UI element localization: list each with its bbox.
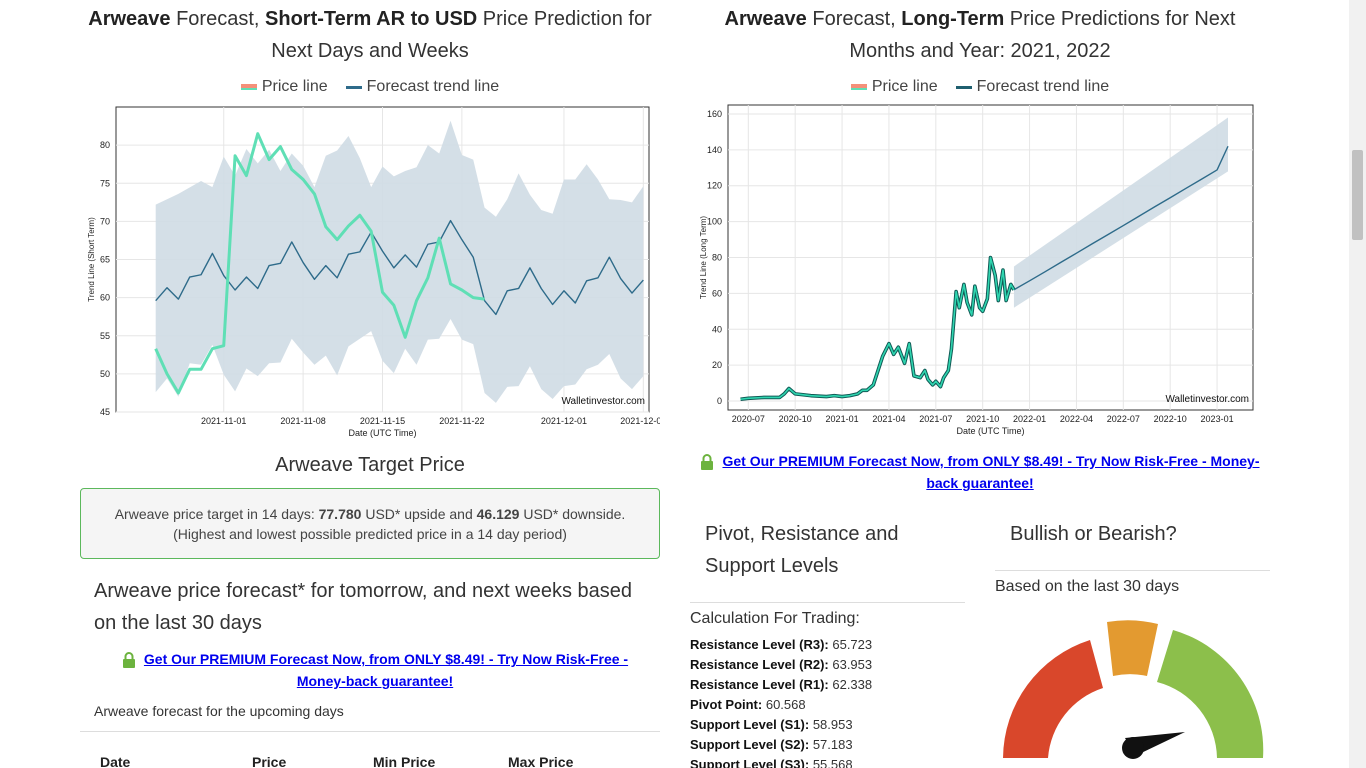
target-price-line: Arweave price target in 14 days: 77.780 … bbox=[114, 506, 626, 522]
upcoming-label: Arweave forecast for the upcoming days bbox=[94, 703, 344, 719]
x-tick-label: 2020-07 bbox=[732, 414, 765, 424]
short-term-title: Arweave Forecast, Short-Term AR to USD P… bbox=[88, 8, 652, 62]
gauge-neutral-segment bbox=[1107, 620, 1158, 676]
long-term-title: Arweave Forecast, Long-Term Price Predic… bbox=[724, 8, 1236, 62]
col-price: Price bbox=[252, 754, 287, 768]
pivot-divider bbox=[690, 602, 965, 603]
gauge-needle-hub bbox=[1122, 737, 1144, 759]
calc-label: Calculation For Trading: bbox=[690, 610, 860, 627]
x-tick-label: 2021-04 bbox=[872, 414, 905, 424]
gauge-bullish-segment bbox=[1157, 630, 1264, 758]
x-tick-label: 2023-01 bbox=[1201, 414, 1234, 424]
target-price-box: Arweave price target in 14 days: 77.780 … bbox=[80, 488, 660, 559]
long-term-chart: 0 20 40 60 80 100 120 140 160 2020-07 2020-10 2021-… bbox=[699, 104, 1254, 436]
premium-link-right[interactable]: Get Our PREMIUM Forecast Now, from ONLY … bbox=[690, 450, 1270, 494]
y-tick-label: 0 bbox=[717, 396, 722, 406]
x-tick-label: 2021-07 bbox=[919, 414, 952, 424]
target-upside: 77.780 bbox=[318, 506, 362, 522]
x-tick-label: 2022-01 bbox=[1013, 414, 1046, 424]
resistance-r1: Resistance Level (R1): 62.338 bbox=[690, 677, 873, 692]
support-s1: Support Level (S1): 58.953 bbox=[690, 717, 853, 732]
y-tick-label: 45 bbox=[100, 407, 110, 417]
forecast-trend-line bbox=[1013, 145, 1229, 291]
x-tick-label: 2021-10 bbox=[966, 414, 999, 424]
target-downside: 46.129 bbox=[476, 506, 520, 522]
x-axis-label: Date (UTC Time) bbox=[348, 428, 416, 438]
price-line bbox=[740, 256, 1015, 401]
y-tick-label: 140 bbox=[707, 145, 722, 155]
x-axis-label: Date (UTC Time) bbox=[956, 426, 1024, 436]
x-tick-label: 2021-11-15 bbox=[360, 416, 405, 426]
bull-divider bbox=[995, 570, 1270, 571]
x-tick-label: 2021-12-01 bbox=[541, 416, 587, 426]
y-tick-label: 40 bbox=[712, 324, 722, 334]
x-tick-label: 2022-04 bbox=[1060, 414, 1093, 424]
bull-bear-sub: Based on the last 30 days bbox=[995, 578, 1180, 595]
legend-forecast-line: Forecast trend line bbox=[955, 78, 1109, 96]
price-line bbox=[154, 132, 485, 395]
x-tick-label: 2021-11-22 bbox=[439, 416, 484, 426]
y-axis-label: Trend Line (Short Term) bbox=[87, 217, 96, 302]
forecast-confidence-band bbox=[1013, 117, 1228, 308]
x-tick-label: 2021-11-01 bbox=[201, 416, 246, 426]
premium-link-left[interactable]: Get Our PREMIUM Forecast Now, from ONLY … bbox=[110, 648, 640, 692]
legend-forecast-line: Forecast trend line bbox=[345, 78, 499, 96]
target-price-note: (Highest and lowest possible predicted p… bbox=[173, 526, 567, 542]
y-tick-label: 20 bbox=[712, 360, 722, 370]
x-tick-label: 2020-10 bbox=[779, 414, 812, 424]
pivot-point: Pivot Point: 60.568 bbox=[690, 697, 806, 712]
y-tick-label: 120 bbox=[707, 181, 722, 191]
x-tick-label: 2022-10 bbox=[1154, 414, 1187, 424]
lock-icon bbox=[701, 454, 714, 471]
bull-bear-title: Bullish or Bearish? bbox=[1010, 523, 1177, 545]
forecast-trend-line bbox=[155, 219, 644, 316]
y-tick-label: 70 bbox=[100, 216, 110, 226]
legend-price-line: Price line bbox=[850, 78, 938, 96]
y-tick-label: 65 bbox=[100, 255, 110, 265]
x-tick-label: 2021-12-08 bbox=[620, 416, 660, 426]
support-s2: Support Level (S2): 57.183 bbox=[690, 737, 853, 752]
y-tick-label: 160 bbox=[707, 109, 722, 119]
long-term-legend: Price line Forecast trend line bbox=[690, 77, 1270, 97]
scrollbar-thumb[interactable] bbox=[1352, 150, 1363, 240]
y-tick-label: 60 bbox=[712, 288, 722, 298]
y-tick-label: 55 bbox=[100, 331, 110, 341]
y-tick-label: 80 bbox=[712, 253, 722, 263]
short-term-chart: 45 50 55 60 65 70 75 80 2021-11-01 2021-11-08 2021… bbox=[87, 106, 660, 438]
x-tick-label: 2022-07 bbox=[1107, 414, 1140, 424]
table-divider bbox=[80, 731, 660, 732]
y-tick-label: 100 bbox=[707, 217, 722, 227]
watermark: Walletinvestor.com bbox=[1165, 394, 1249, 405]
y-tick-label: 50 bbox=[100, 369, 110, 379]
gauge-bearish-segment bbox=[1003, 640, 1103, 758]
forecast-table-header: Date Price Min Price Max Price bbox=[80, 754, 660, 768]
col-min-price: Min Price bbox=[373, 754, 436, 768]
y-tick-label: 60 bbox=[100, 293, 110, 303]
resistance-r3: Resistance Level (R3): 65.723 bbox=[690, 637, 873, 652]
sentiment-gauge bbox=[1003, 620, 1264, 759]
watermark: Walletinvestor.com bbox=[561, 396, 645, 407]
col-max-price: Max Price bbox=[508, 754, 574, 768]
short-term-legend: Price line Forecast trend line bbox=[80, 77, 660, 97]
forecast-heading: Arweave price forecast* for tomorrow, an… bbox=[94, 580, 633, 634]
page-scrollbar[interactable] bbox=[1349, 0, 1366, 768]
pivot-title: Pivot, Resistance and Support Levels bbox=[705, 523, 899, 577]
y-axis-label: Trend Line (Long Term) bbox=[699, 216, 708, 299]
target-price-title: Arweave Target Price bbox=[275, 454, 465, 476]
y-tick-label: 80 bbox=[100, 140, 110, 150]
legend-price-line: Price line bbox=[240, 78, 328, 96]
support-s3: Support Level (S3): 55.568 bbox=[690, 757, 853, 768]
y-tick-label: 75 bbox=[100, 178, 110, 188]
x-tick-label: 2021-01 bbox=[826, 414, 859, 424]
lock-icon bbox=[122, 652, 135, 669]
x-tick-label: 2021-11-08 bbox=[280, 416, 325, 426]
col-date: Date bbox=[100, 754, 131, 768]
resistance-r2: Resistance Level (R2): 63.953 bbox=[690, 657, 873, 672]
pivot-levels: Resistance Level (R3): 65.723 Resistance… bbox=[690, 635, 965, 768]
